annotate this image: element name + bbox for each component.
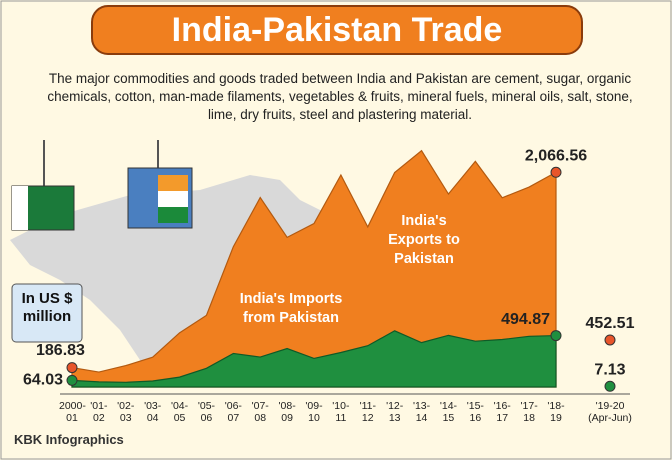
point [550,330,562,342]
x-tick-label: '07-08 [251,400,269,424]
x-tick-label: '06-07 [224,400,242,424]
flag-stripe [158,207,188,223]
flag-stripe [12,186,28,230]
x-tick-label: '16-17 [493,400,511,424]
point [604,334,616,346]
value-label: 494.87 [501,311,550,328]
x-tick-label: '09-10 [305,400,323,424]
unit-label: In US $ million [21,290,73,325]
x-tick-label: '14-15 [439,400,458,424]
x-tick-label: '10-11 [332,400,350,424]
x-tick-label: '13-14 [412,400,431,424]
legend-entry: India's Exports to Pakistan [388,213,460,267]
subtitle: The major commodities and goods traded b… [47,71,633,122]
value-label: 2,066.56 [525,147,587,164]
legend-entry: India's Imports from Pakistan [239,291,343,326]
x-tick-label: '02-03 [117,400,135,424]
x-tick-label: '17-18 [520,400,538,424]
x-tick-label: '08-09 [278,400,296,424]
area [71,330,557,388]
unit-box [11,283,83,343]
x-tick-label: '11-12 [359,400,376,424]
point [550,166,562,178]
x-tick-label: 2000-01 [59,400,86,424]
title: India-Pakistan Trade [171,11,503,49]
point [66,374,78,386]
flag-stripe [158,175,188,191]
point [66,362,78,374]
area [71,149,557,388]
value-label: 452.51 [586,315,635,332]
flag-stripe [158,191,188,207]
x-tick-label: '15-16 [466,400,484,424]
x-tick-label: '04-05 [170,400,189,424]
point [604,380,616,392]
x-tick-label: '01-02 [90,400,108,424]
x-tick-label: '12-13 [386,400,404,424]
title-banner [91,5,583,55]
x-tick-label: '19-20 (Apr-Jun) [588,400,632,424]
x-tick-label: '05-06 [197,400,216,424]
value-label: 7.13 [594,361,625,378]
source: KBK Infographics [14,432,124,447]
value-label: 64.03 [23,372,63,389]
x-tick-label: '03-04 [144,400,162,424]
x-tick-label: '18-19 [547,400,565,424]
value-label: 186.83 [36,342,85,359]
